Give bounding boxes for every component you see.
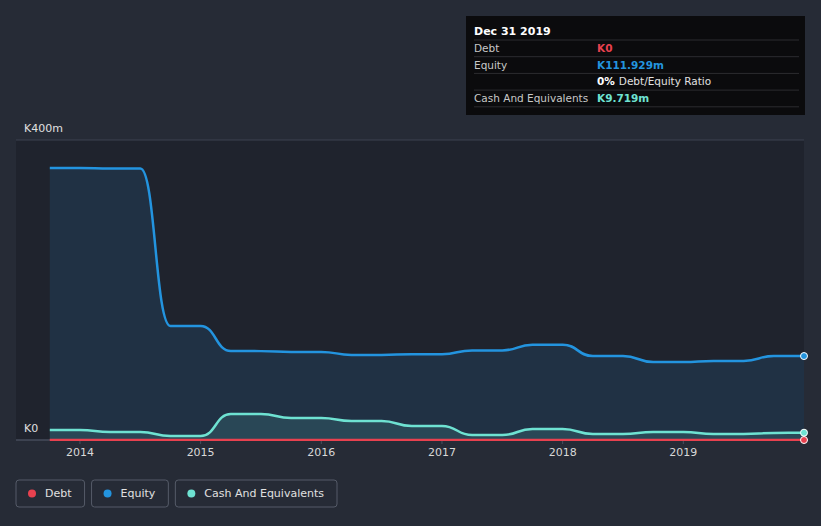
grid-line — [16, 440, 804, 441]
tooltip-label: Equity — [474, 59, 507, 71]
legend-item: Equity — [92, 480, 169, 507]
plot-area — [16, 140, 804, 440]
tooltip-value: 0% — [597, 75, 615, 87]
series-line — [50, 168, 804, 362]
x-tick-label: 2018 — [549, 446, 577, 459]
end-marker — [801, 437, 808, 444]
area-fill — [50, 168, 804, 440]
y-tick-label: K400m — [24, 122, 63, 135]
tooltip-label: Cash And Equivalents — [474, 92, 588, 104]
legend-label: Cash And Equivalents — [204, 487, 324, 500]
tooltip-box — [466, 16, 805, 115]
tooltip-separator — [474, 73, 799, 74]
x-axis-line — [16, 440, 804, 441]
legend-label: Debt — [45, 487, 72, 500]
tooltip-value: K0 — [597, 42, 612, 54]
x-tick-label: 2017 — [428, 446, 456, 459]
background — [0, 0, 821, 526]
legend-swatch — [28, 490, 36, 498]
legend-label: Equity — [121, 487, 156, 500]
plot-marks — [50, 168, 804, 440]
tooltip-separator — [474, 56, 799, 57]
chart: K0 K400m 2014 2015 2016 2017 2018 2019 Dec 31 20… — [0, 0, 821, 526]
grid-line — [16, 140, 804, 141]
legend-swatch — [104, 490, 112, 498]
series-line — [50, 414, 804, 436]
legend-box — [16, 480, 85, 507]
legend-box — [175, 480, 337, 507]
x-tick-label: 2014 — [66, 446, 94, 459]
tooltip-label: Debt — [474, 42, 499, 54]
x-tick-label: 2015 — [187, 446, 215, 459]
tooltip-separator — [474, 40, 799, 41]
tooltip-text: Debt/Equity Ratio — [619, 75, 711, 87]
legend-swatch — [187, 490, 195, 498]
x-tick-label: 2019 — [669, 446, 697, 459]
tooltip-separator — [474, 90, 799, 91]
tooltip-title: Dec 31 2019 — [474, 25, 551, 38]
series-line — [50, 439, 804, 441]
y-tick-label: K0 — [24, 422, 38, 435]
area-fill — [50, 414, 804, 440]
legend-item: Debt — [16, 480, 85, 507]
tooltip-value: K9.719m — [597, 92, 649, 104]
end-marker — [801, 429, 808, 436]
tooltip-value: K111.929m — [597, 59, 664, 71]
legend-item: Cash And Equivalents — [175, 480, 337, 507]
legend-box — [92, 480, 169, 507]
tooltip-separator — [474, 106, 799, 107]
x-tick-label: 2016 — [307, 446, 335, 459]
end-marker — [801, 353, 808, 360]
